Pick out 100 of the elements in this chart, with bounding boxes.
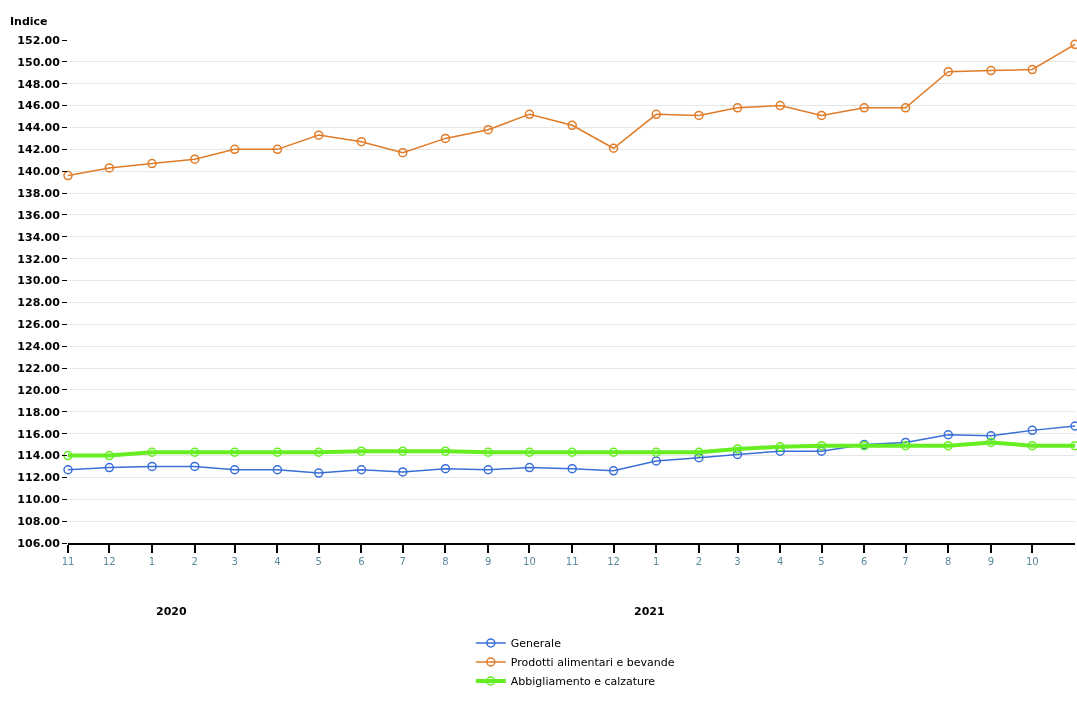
point [986,65,996,76]
y-tick-label: 122.00 [17,361,61,375]
x-tick-label: 3 [734,556,741,567]
point [567,120,577,131]
point [189,461,200,472]
point [651,109,661,120]
x-tick-label: 1 [653,556,660,567]
x-tick-label: 3 [231,556,238,567]
point [147,158,157,169]
point [986,431,996,441]
point [356,464,367,475]
point [104,450,115,461]
x-tick-label: 8 [945,556,952,567]
point [816,110,827,121]
point [567,463,577,474]
point [694,447,704,457]
x-tick-label: 2 [191,556,198,567]
point [943,66,954,77]
x-tick-label: 5 [818,556,825,567]
y-tick-label: 118.00 [17,405,61,419]
x-tick-label: 8 [442,556,449,567]
y-tick-label: 120.00 [17,383,61,397]
legend-label: Generale [510,637,562,651]
x-tick-label: 11 [61,556,75,567]
point [859,103,869,113]
point [732,449,743,460]
y-tick-label: 106.00 [17,536,61,550]
point [272,464,283,475]
y-tick-label: 134.00 [17,230,61,244]
point [524,462,535,473]
point [313,468,324,478]
point [147,461,157,472]
point [229,464,240,475]
y-tick-label: 130.00 [17,274,61,288]
point [732,103,743,113]
point [63,170,73,181]
point [440,133,451,144]
y-tick-label: 112.00 [17,471,61,485]
x-tick-label: 1 [148,556,156,567]
point [398,446,408,456]
point [816,440,827,451]
point [483,447,493,457]
point [732,444,743,454]
point [272,144,283,155]
y-tick-label: 140.00 [17,165,61,179]
point [63,450,73,461]
point [104,163,115,173]
point [313,447,324,457]
y-tick-label: 138.00 [17,186,61,200]
point [356,446,367,456]
x-tick-label: 11 [565,556,579,567]
point [229,144,240,155]
point [943,440,954,451]
point [816,446,827,456]
y-tick-label: 124.00 [17,340,61,354]
point [483,464,493,475]
x-tick-label: 5 [315,556,322,567]
point [1027,425,1038,436]
point [694,110,704,121]
x-tick-label: 6 [358,556,365,567]
point [608,447,619,457]
x-tick-label: 9 [987,556,995,567]
x-tick-label: 4 [274,556,281,567]
y-tick-label: 148.00 [17,77,61,91]
x-tick-label: 12 [102,556,116,567]
point [608,466,619,476]
point [189,154,200,164]
point [986,437,996,448]
x-tick-label: 10 [1025,556,1039,567]
point [1027,440,1038,451]
point [1027,64,1038,75]
legend-label: Prodotti alimentari e bevande [510,656,675,670]
point [608,143,619,153]
y-tick-label: 114.00 [17,449,61,463]
point [483,124,493,135]
point [398,467,408,477]
y-tick-label: 110.00 [17,493,61,507]
y-tick-label: 142.00 [17,143,61,157]
point [524,447,535,457]
point [567,447,577,457]
y-tick-label: 116.00 [17,427,61,441]
point [398,147,408,158]
y-tick-label: 152.00 [17,33,61,47]
point [943,430,954,440]
legend-label: Abbigliamento e calzature [510,675,656,689]
y-tick-label: 136.00 [17,208,61,222]
point [272,447,283,457]
text: 2021 [634,605,665,618]
point [104,462,115,473]
x-tick-label: 6 [861,556,868,567]
point [651,456,661,466]
point [440,463,451,474]
x-tick-label: 10 [523,556,536,567]
y-tick-label: 128.00 [17,296,61,310]
x-tick-label: 12 [607,556,620,567]
y-axis-title: Indice [10,15,48,28]
point [189,447,200,457]
y-tick-label: 132.00 [17,252,61,266]
point [356,136,367,147]
text: 2020 [156,605,187,618]
